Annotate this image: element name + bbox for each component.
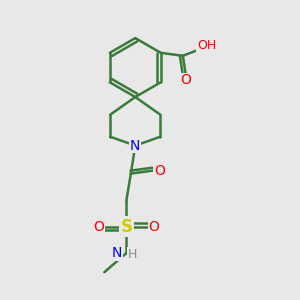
Text: N: N bbox=[112, 246, 122, 260]
Text: O: O bbox=[93, 220, 104, 234]
Text: N: N bbox=[130, 139, 140, 153]
Text: O: O bbox=[180, 73, 191, 87]
Text: OH: OH bbox=[197, 39, 216, 52]
Text: O: O bbox=[154, 164, 165, 178]
Text: H: H bbox=[128, 248, 137, 261]
Text: O: O bbox=[149, 220, 160, 234]
Text: S: S bbox=[120, 218, 132, 236]
